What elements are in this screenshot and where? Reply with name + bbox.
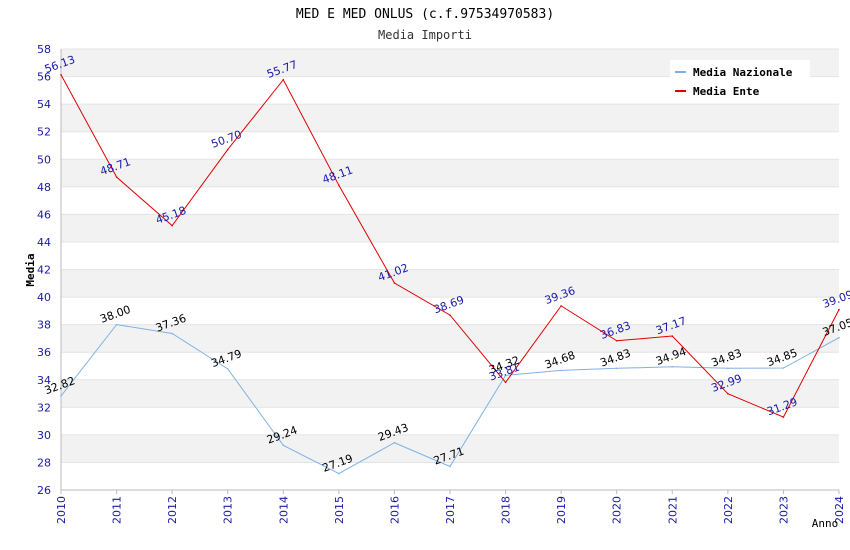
x-tick-label: 2016 xyxy=(388,496,401,524)
data-point xyxy=(782,416,785,418)
y-tick-label: 54 xyxy=(37,98,51,111)
y-tick-label: 30 xyxy=(37,429,51,442)
data-point xyxy=(282,78,285,81)
y-tick-label: 26 xyxy=(37,484,51,497)
y-tick-label: 52 xyxy=(37,126,51,139)
chart-subtitle: Media Importi xyxy=(378,28,472,42)
y-tick-label: 38 xyxy=(37,319,51,332)
x-tick-label: 2013 xyxy=(222,496,235,524)
x-tick-label: 2012 xyxy=(166,496,179,524)
data-point xyxy=(171,332,173,335)
y-tick-label: 46 xyxy=(37,208,51,221)
data-point xyxy=(838,336,840,339)
data-point xyxy=(504,374,507,377)
data-point xyxy=(115,176,118,178)
y-axis-label: Media xyxy=(24,253,37,286)
data-point xyxy=(504,381,507,384)
grid-bands xyxy=(61,48,839,491)
x-tick-label: 2018 xyxy=(500,496,513,524)
data-point xyxy=(615,367,618,370)
data-point xyxy=(171,224,173,227)
y-tick-label: 48 xyxy=(37,181,51,194)
y-tick-label: 32 xyxy=(37,401,51,414)
x-tick-label: 2022 xyxy=(722,496,735,524)
grid-band xyxy=(61,379,839,408)
data-point xyxy=(671,335,674,337)
x-tick-label: 2021 xyxy=(666,496,679,524)
data-point xyxy=(282,444,285,447)
series-group xyxy=(60,73,840,475)
grid-band xyxy=(61,214,839,242)
grid-band xyxy=(61,269,839,298)
x-axis-label: Anno xyxy=(812,517,839,530)
grid-band xyxy=(61,241,839,270)
grid-band xyxy=(61,131,839,160)
y-tick-label: 40 xyxy=(37,291,51,304)
data-point xyxy=(226,368,229,370)
data-point xyxy=(226,148,229,151)
legend-label: Media Nazionale xyxy=(693,66,793,79)
x-tick-label: 2019 xyxy=(555,496,568,524)
legend-label: Media Ente xyxy=(693,85,760,98)
data-point xyxy=(338,184,340,187)
data-point xyxy=(393,282,396,284)
data-point xyxy=(60,395,62,397)
x-tick-label: 2011 xyxy=(111,496,124,524)
data-point xyxy=(560,369,562,372)
data-point xyxy=(782,367,785,369)
y-tick-label: 34 xyxy=(37,374,51,387)
y-tick-label: 50 xyxy=(37,153,51,166)
data-point xyxy=(338,472,340,475)
grid-band xyxy=(61,297,839,325)
grid-band xyxy=(61,159,839,187)
x-tick-label: 2017 xyxy=(444,496,457,524)
data-point xyxy=(560,305,562,307)
chart-title: MED E MED ONLUS (c.f.97534970583) xyxy=(296,7,554,22)
x-tick-label: 2024 xyxy=(833,496,846,524)
y-tick-label: 44 xyxy=(37,236,51,249)
x-tick-label: 2020 xyxy=(611,496,624,524)
legend-box xyxy=(670,60,810,102)
x-tick-label: 2015 xyxy=(333,496,346,524)
y-tick-label: 56 xyxy=(37,71,51,84)
grid-band xyxy=(61,407,839,435)
y-tick-label: 42 xyxy=(37,264,51,277)
data-point xyxy=(60,73,62,76)
legend: Media Nazionale Media Ente xyxy=(670,60,810,102)
y-tick-label: 28 xyxy=(37,456,51,469)
grid-band xyxy=(61,104,839,132)
data-point xyxy=(449,314,451,316)
x-tick-label: 2023 xyxy=(777,496,790,524)
y-axis-ticks: 26 28 30 32 34 36 38 40 42 44 46 48 50 52 54 56 58 xyxy=(37,43,51,497)
grid-band xyxy=(61,434,839,463)
data-point xyxy=(449,465,451,468)
data-point xyxy=(671,365,674,368)
x-axis-ticks: 2010 2011 2012 2013 2014 2015 2016 2017 2018 2019… xyxy=(55,490,846,524)
data-point xyxy=(838,308,840,311)
data-point xyxy=(115,323,118,326)
data-point xyxy=(393,441,396,444)
y-tick-label: 58 xyxy=(37,43,51,56)
data-point xyxy=(727,367,729,370)
data-point xyxy=(615,339,618,342)
grid-band xyxy=(61,324,839,353)
data-point xyxy=(727,392,729,395)
x-tick-label: 2014 xyxy=(277,496,290,524)
y-tick-label: 36 xyxy=(37,346,51,359)
x-tick-label: 2010 xyxy=(55,496,68,524)
